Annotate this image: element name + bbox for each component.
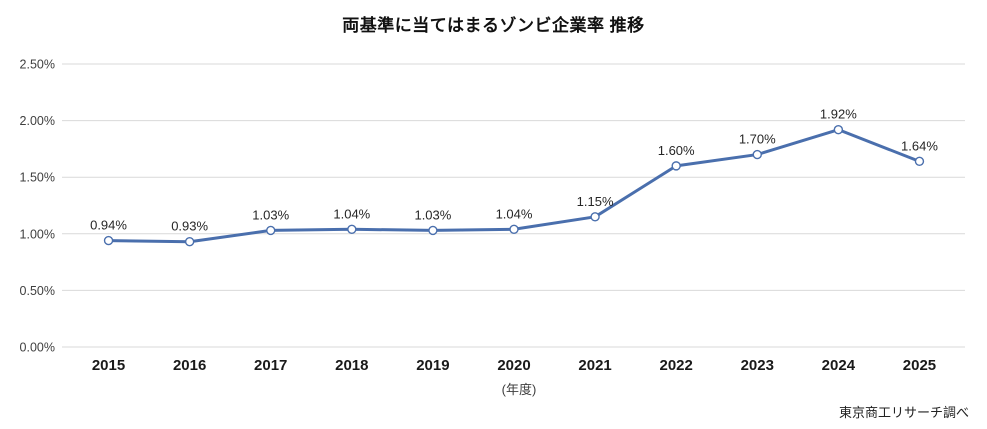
data-point-label: 0.93% (171, 219, 208, 234)
x-axis-tick-label: 2025 (903, 357, 936, 374)
x-axis-tick-label: 2020 (497, 357, 530, 374)
data-point-label: 1.04% (333, 206, 370, 221)
data-point-label: 1.64% (901, 138, 938, 153)
y-axis-tick-label: 2.50% (20, 58, 55, 72)
data-point-marker (914, 156, 925, 167)
data-point-marker (184, 237, 195, 247)
data-point-label: 0.94% (90, 218, 127, 233)
data-point-label: 1.03% (414, 207, 451, 222)
x-axis-tick-label: 2018 (335, 357, 368, 374)
y-axis-tick-label: 2.00% (20, 114, 55, 128)
x-axis-tick-label: 2022 (659, 357, 692, 374)
x-axis-tick-label: 2021 (578, 357, 611, 374)
data-point-marker (509, 224, 519, 234)
data-point-marker (752, 149, 762, 160)
data-point-label: 1.60% (658, 143, 695, 158)
data-point-label: 1.15% (577, 194, 614, 209)
data-point-marker (103, 235, 114, 246)
x-axis-tick-label: 2015 (92, 357, 125, 374)
y-axis-tick-label: 0.00% (20, 341, 55, 355)
y-axis-tick-label: 1.00% (20, 227, 55, 241)
x-axis-tick-label: 2019 (416, 357, 449, 374)
chart-title: 両基準に当てはまるゾンビ企業率 推移 (342, 16, 645, 35)
data-point-marker (590, 212, 600, 222)
x-axis-tick-label: 2023 (741, 357, 774, 374)
x-axis-tick-label: 2024 (822, 357, 856, 374)
data-point-marker (428, 225, 438, 236)
data-point-label: 1.03% (252, 207, 289, 222)
y-axis-tick-label: 0.50% (20, 284, 55, 298)
y-axis-tick-label: 1.50% (20, 171, 55, 185)
data-point-marker (671, 161, 681, 171)
data-point-marker (833, 124, 844, 135)
x-axis-unit-label: (年度) (502, 382, 537, 397)
data-point-marker (266, 225, 276, 236)
data-point-label: 1.92% (820, 107, 857, 122)
data-point-label: 1.70% (739, 132, 776, 147)
data-point-label: 1.04% (496, 206, 533, 221)
source-note: 東京商工リサーチ調べ (838, 405, 969, 420)
x-axis-tick-label: 2016 (173, 357, 206, 374)
x-axis-tick-label: 2017 (254, 357, 287, 374)
data-point-marker (347, 224, 357, 234)
